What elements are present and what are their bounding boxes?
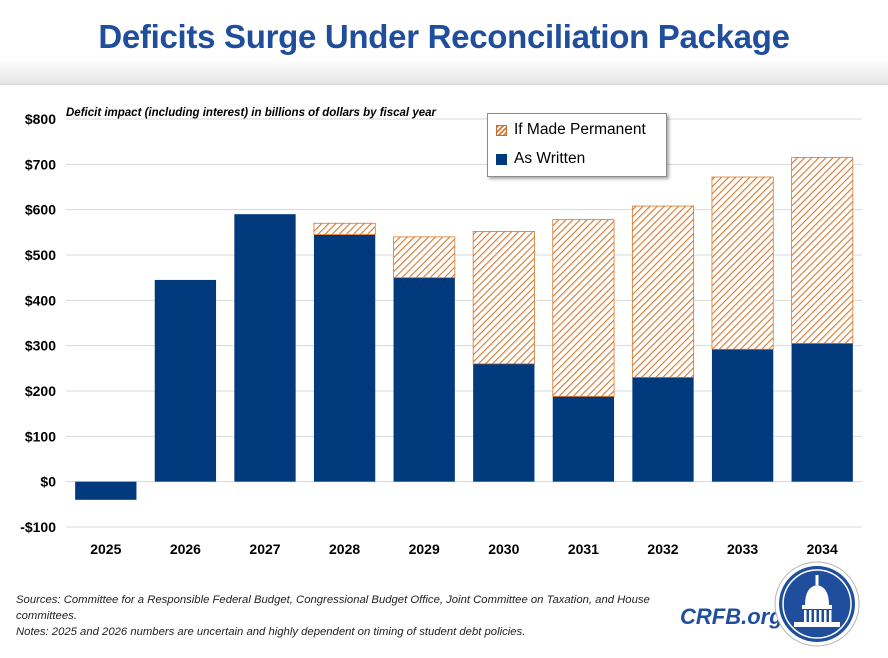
sources-text: Sources: Committee for a Responsible Fed… — [16, 594, 650, 622]
bars-group — [75, 157, 854, 500]
legend: If Made Permanent As Written — [487, 113, 667, 177]
y-tick-label: $400 — [25, 292, 56, 308]
y-tick-label: $100 — [25, 428, 56, 444]
x-axis-ticks: 2025 2026 2027 2028 2029 2030 2031 2032 2033 2034 — [90, 541, 838, 557]
footnote: Sources: Committee for a Responsible Fed… — [16, 592, 676, 640]
notes-text: Notes: 2025 and 2026 numbers are uncerta… — [16, 626, 526, 638]
y-axis-ticks: -$100 $0 $100 $200 $300 $400 $500 $600 $700 $800 — [20, 111, 56, 535]
x-tick-label: 2028 — [329, 541, 360, 557]
bar-if-permanent — [472, 231, 535, 365]
y-tick-label: $200 — [25, 383, 56, 399]
header-band: Deficits Surge Under Reconciliation Pack… — [0, 0, 888, 85]
x-tick-label: 2033 — [727, 541, 758, 557]
x-tick-label: 2026 — [170, 541, 201, 557]
legend-label-written: As Written — [514, 150, 586, 167]
legend-swatch-solid — [496, 153, 507, 165]
bar-as-written — [791, 343, 853, 482]
bar-if-permanent — [791, 157, 854, 344]
y-tick-label: $700 — [25, 156, 56, 172]
x-tick-label: 2025 — [90, 541, 121, 557]
bar-chart: -$100$0$100$200$300$400$500$600$700$800 … — [20, 111, 862, 557]
capitol-dome-icon — [774, 561, 860, 647]
bar-as-written — [552, 396, 615, 482]
x-tick-label: 2029 — [409, 541, 440, 557]
bar-as-written — [234, 214, 296, 482]
bar-as-written — [393, 277, 455, 482]
y-tick-label: $300 — [25, 338, 56, 354]
bar-if-permanent — [552, 219, 615, 397]
chart-title: Deficits Surge Under Reconciliation Pack… — [98, 18, 790, 55]
bar-as-written — [632, 377, 694, 482]
bar-as-written — [473, 363, 535, 482]
bar-as-written — [154, 279, 217, 482]
bar-if-permanent — [711, 176, 774, 350]
bar-as-written — [75, 481, 137, 500]
y-tick-label: $800 — [25, 111, 56, 127]
chart-subtitle: Deficit impact (including interest) in b… — [66, 107, 436, 119]
x-tick-label: 2030 — [488, 541, 519, 557]
x-tick-label: 2027 — [249, 541, 280, 557]
y-tick-label: -$100 — [20, 519, 56, 535]
bar-if-permanent — [313, 222, 376, 235]
bar-if-permanent — [631, 205, 695, 378]
bar-as-written — [313, 234, 376, 482]
legend-swatch-hatched — [496, 124, 507, 136]
brand-link[interactable]: CRFB.org — [680, 604, 783, 629]
legend-item-permanent: If Made Permanent — [496, 121, 646, 139]
x-tick-label: 2031 — [568, 541, 599, 557]
legend-label-permanent: If Made Permanent — [514, 121, 646, 138]
bar-as-written — [711, 349, 774, 482]
y-tick-label: $0 — [40, 474, 56, 490]
y-tick-label: $500 — [25, 247, 56, 263]
x-tick-label: 2034 — [807, 541, 838, 557]
bar-if-permanent — [393, 236, 456, 279]
legend-item-written: As Written — [496, 150, 585, 168]
y-tick-label: $600 — [25, 202, 56, 218]
x-tick-label: 2032 — [647, 541, 678, 557]
